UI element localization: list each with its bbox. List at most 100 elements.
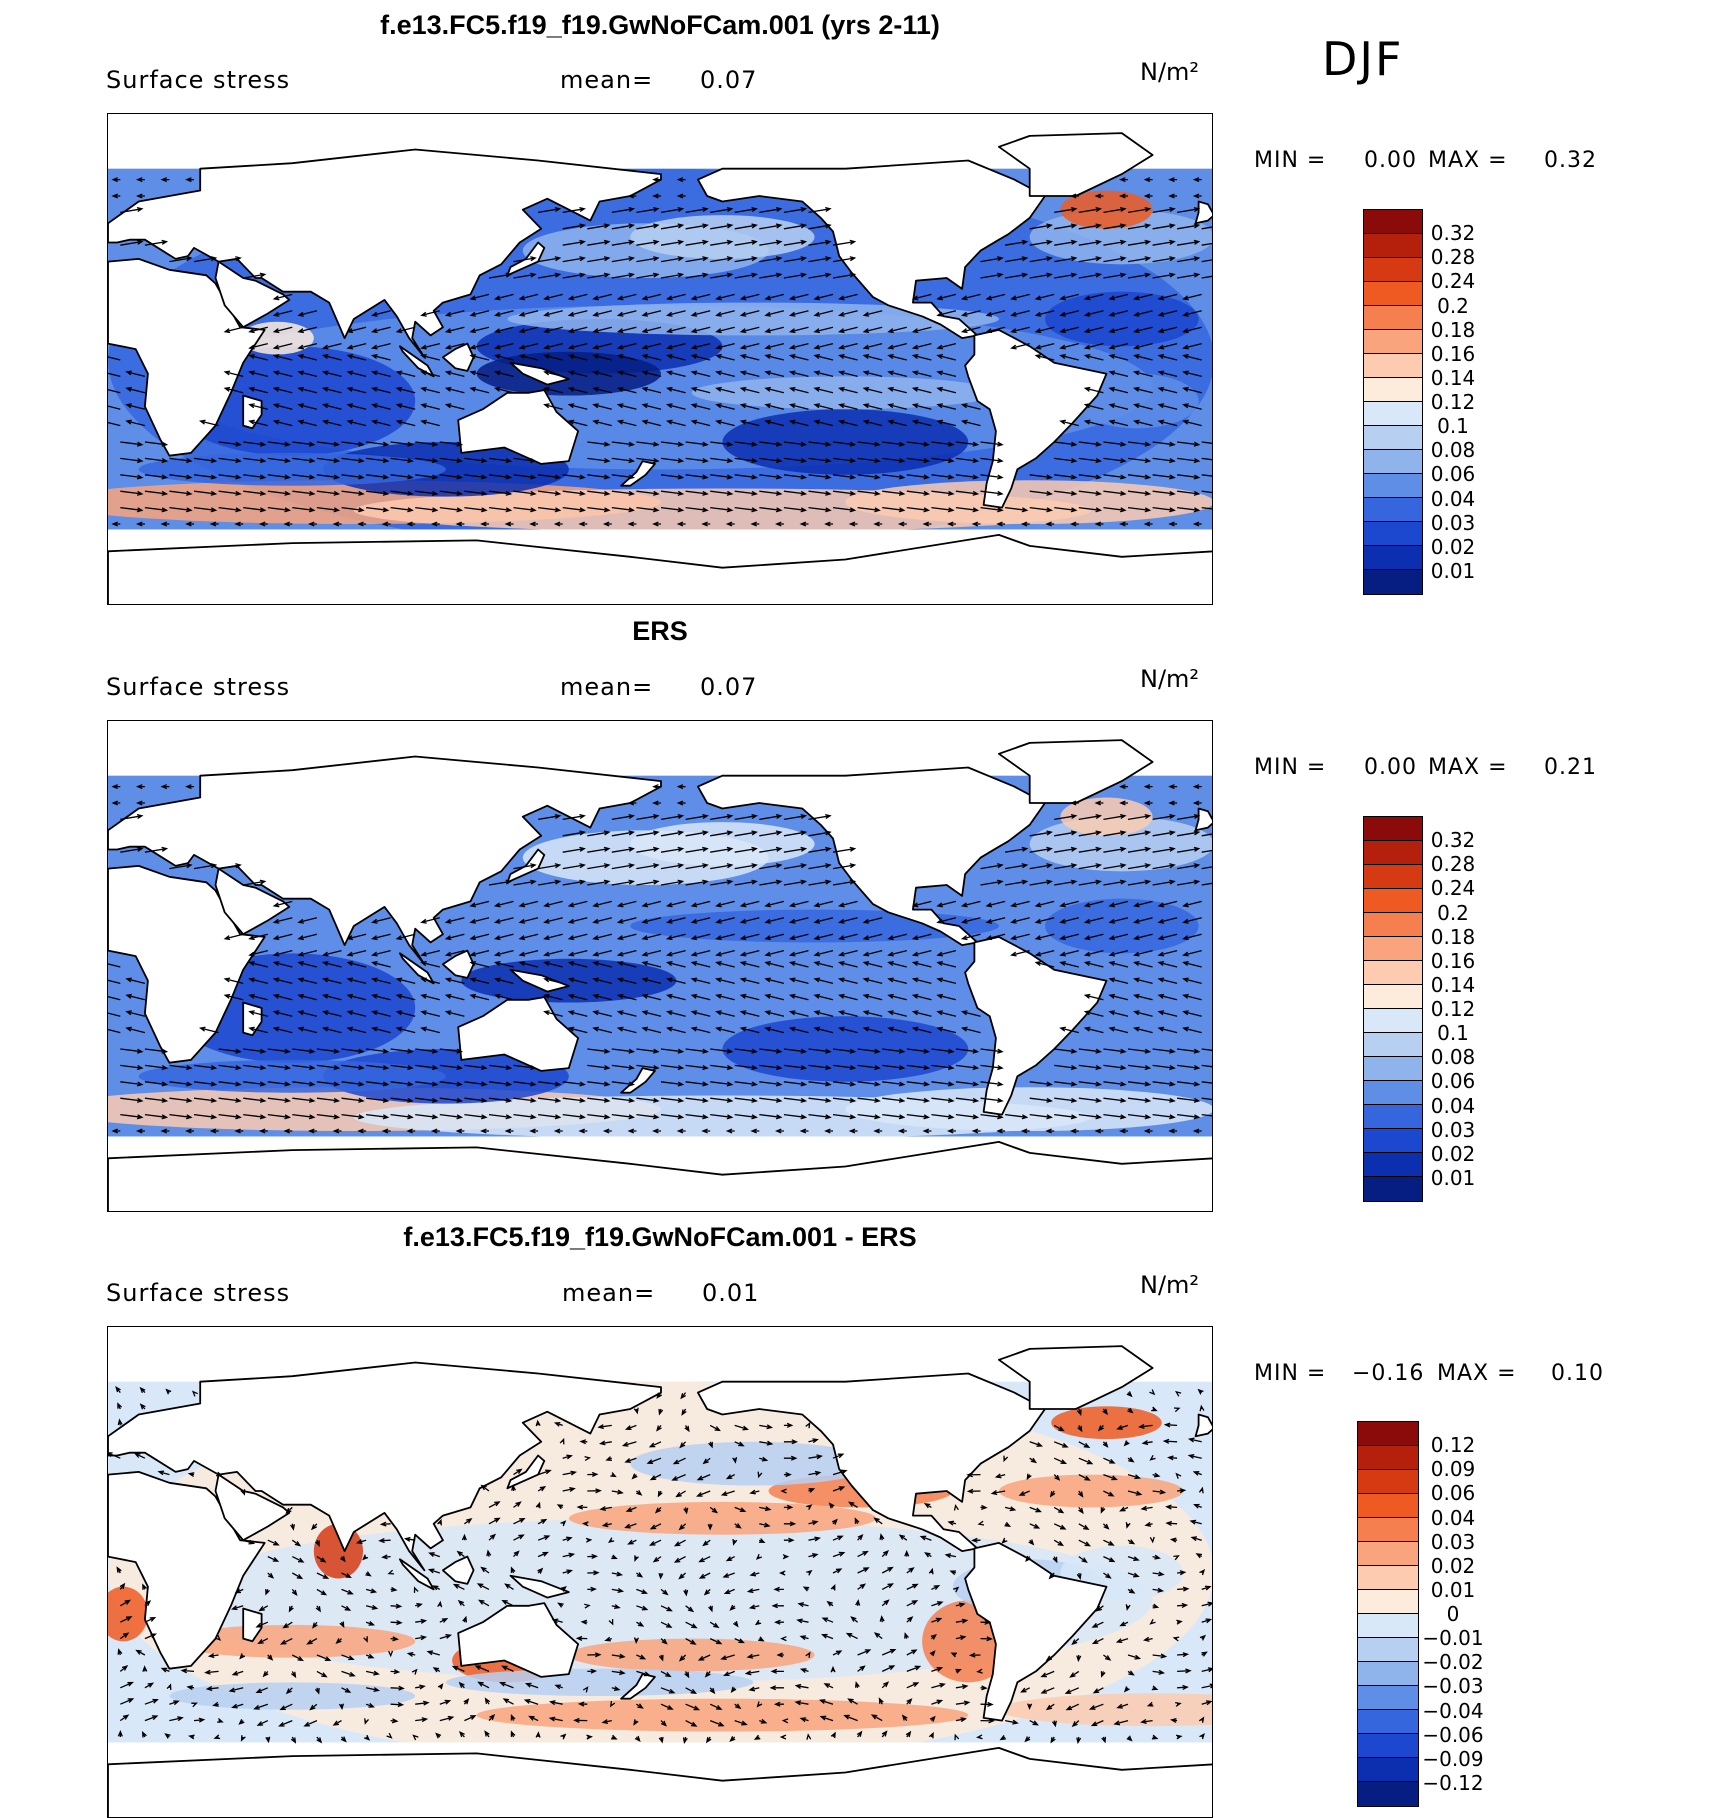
stress-vector <box>683 1589 689 1597</box>
stress-vector <box>837 1010 858 1017</box>
min-value: 0.00 <box>1364 755 1417 780</box>
stress-vector <box>665 1010 686 1017</box>
stress-vector <box>1157 977 1178 985</box>
stress-vector <box>562 1487 576 1493</box>
stress-vector <box>832 1097 857 1103</box>
stress-vector <box>108 372 121 378</box>
stress-vector <box>316 1556 327 1563</box>
stress-vector <box>931 441 955 447</box>
stress-vector <box>420 1010 440 1017</box>
stress-vector <box>1103 256 1127 263</box>
stress-vector <box>592 1010 612 1017</box>
stress-vector <box>857 1665 866 1672</box>
stress-vector <box>567 354 588 361</box>
stress-vector <box>1152 1603 1160 1609</box>
stress-vector <box>1010 342 1030 350</box>
stress-vector <box>1004 272 1029 279</box>
stress-vector <box>641 354 662 361</box>
stress-vector <box>1040 1670 1055 1678</box>
stress-vector <box>493 342 514 350</box>
stress-vector <box>135 800 145 806</box>
stress-vector <box>1103 1113 1127 1120</box>
stress-vector <box>764 1010 785 1017</box>
stress-vector <box>636 846 660 853</box>
field-patch <box>138 1059 446 1093</box>
stress-vector <box>788 386 809 394</box>
stress-vector <box>185 784 194 790</box>
stress-vector <box>636 1605 649 1611</box>
stress-vector <box>413 1586 419 1593</box>
stress-vector <box>415 1717 429 1723</box>
stress-vector <box>759 1440 774 1446</box>
stress-vector <box>627 521 637 527</box>
stress-vector <box>420 917 440 924</box>
stress-vector <box>627 1128 637 1134</box>
stress-vector <box>611 846 636 853</box>
colorbar-segment <box>1364 522 1422 546</box>
stress-vector <box>764 917 785 924</box>
stress-vector <box>660 441 685 447</box>
stress-vector <box>759 1456 769 1462</box>
stress-vector <box>1201 866 1212 870</box>
stress-vector <box>1201 1113 1212 1117</box>
stress-vector <box>543 293 563 301</box>
stress-vector <box>1199 1732 1205 1740</box>
stress-vector <box>1094 193 1104 199</box>
stress-vector <box>108 979 121 985</box>
stress-vector <box>321 419 342 427</box>
stress-vector <box>710 846 734 853</box>
stress-vector <box>1152 506 1176 513</box>
colorbar-tick-label: 0.2 <box>1437 900 1469 925</box>
colorbar-tick-label: 0.02 <box>1430 1553 1476 1578</box>
stress-vector <box>218 506 242 513</box>
stress-vector <box>144 1600 152 1607</box>
stress-vector <box>710 813 734 821</box>
stress-vector <box>1004 846 1029 853</box>
stress-vector <box>567 1026 588 1034</box>
stress-vector <box>1078 1081 1103 1087</box>
stress-vector <box>783 1455 798 1461</box>
stress-vector <box>826 1600 834 1607</box>
stress-vector <box>980 1636 993 1642</box>
stress-vector <box>654 1506 662 1514</box>
stress-vector <box>488 879 513 886</box>
stress-vector <box>1029 1081 1053 1087</box>
stress-vector <box>592 386 612 394</box>
stress-vector <box>592 342 612 350</box>
stress-vector <box>339 1621 345 1629</box>
stress-vector <box>265 1588 270 1596</box>
stress-vector <box>1053 1523 1067 1530</box>
stress-vector <box>1127 206 1152 214</box>
stress-vector <box>837 386 858 394</box>
stress-vector <box>1157 1010 1178 1017</box>
colorbar-tick-label: 0.32 <box>1430 828 1476 853</box>
stress-vector <box>641 326 662 334</box>
stress-vector <box>960 1010 981 1017</box>
stress-vector <box>437 1600 443 1608</box>
stress-vector <box>1029 830 1053 837</box>
stress-vector <box>338 1703 345 1711</box>
stress-vector <box>1103 1556 1116 1563</box>
stress-vector <box>1078 1097 1103 1103</box>
stress-vector <box>1149 1454 1156 1461</box>
stress-vector <box>996 521 1006 527</box>
stress-vector <box>559 1437 565 1445</box>
stress-vector <box>616 961 637 968</box>
stress-vector <box>1113 1719 1129 1726</box>
stress-vector <box>1034 310 1055 317</box>
stress-vector <box>256 1720 269 1726</box>
stress-vector <box>1077 1490 1084 1498</box>
stress-vector <box>1187 1437 1202 1443</box>
stress-vector <box>538 1081 562 1087</box>
stress-vector <box>611 1734 618 1740</box>
stress-vector <box>636 1654 647 1660</box>
stress-vector <box>365 1571 372 1577</box>
stress-vector <box>108 421 121 427</box>
stress-vector <box>1165 1504 1178 1510</box>
stress-vector <box>611 206 636 214</box>
stress-vector <box>685 1605 695 1613</box>
stress-vector <box>1103 1064 1127 1071</box>
stress-vector <box>1152 1097 1176 1103</box>
stress-vector <box>980 490 1004 496</box>
stress-vector <box>493 310 514 317</box>
